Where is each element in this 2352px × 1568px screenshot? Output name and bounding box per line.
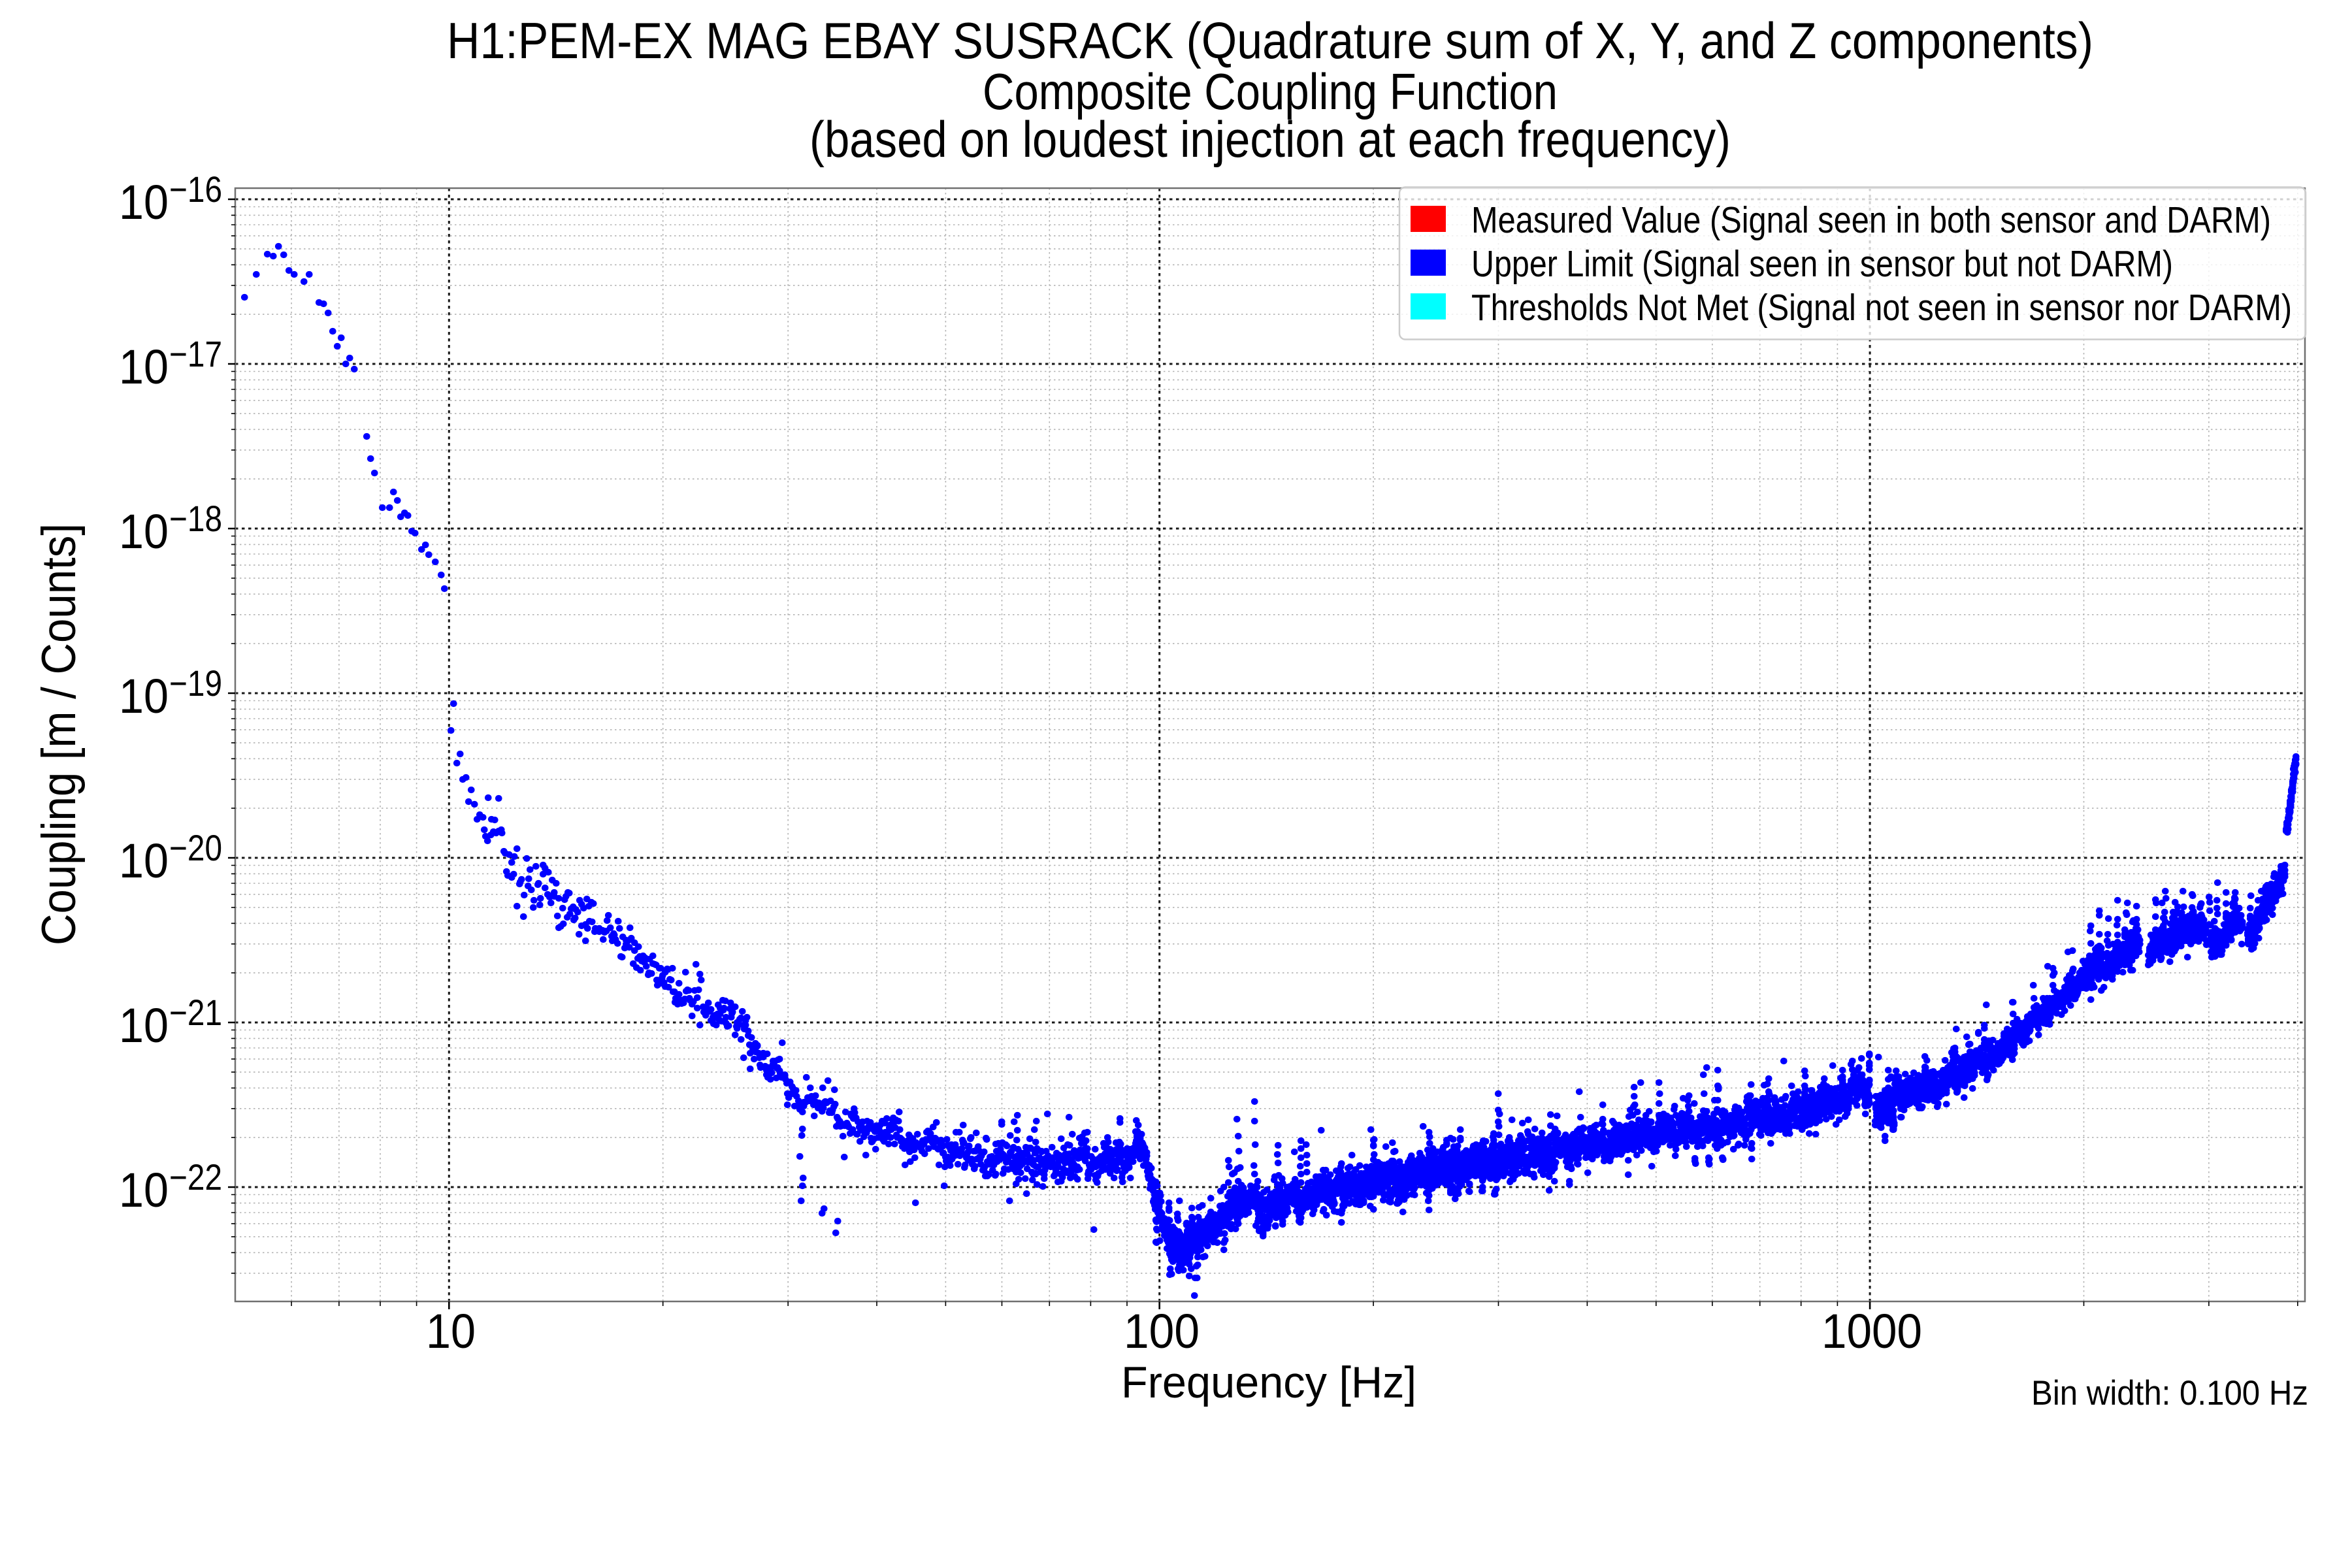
svg-text:1000: 1000	[1821, 1304, 1922, 1358]
svg-text:−19: −19	[169, 662, 222, 704]
svg-text:100: 100	[1124, 1304, 1200, 1358]
svg-text:Upper Limit (Signal seen in se: Upper Limit (Signal seen in sensor but n…	[1471, 243, 2173, 285]
svg-text:Composite Coupling Function: Composite Coupling Function	[983, 63, 1558, 120]
svg-text:10: 10	[119, 175, 169, 229]
svg-text:Coupling [m / Counts]: Coupling [m / Counts]	[33, 523, 86, 945]
svg-text:10: 10	[119, 998, 169, 1053]
svg-text:−18: −18	[169, 498, 222, 539]
svg-text:H1:PEM-EX MAG EBAY SUSRACK (Qu: H1:PEM-EX MAG EBAY SUSRACK (Quadrature s…	[447, 12, 2093, 69]
svg-text:10: 10	[119, 340, 169, 394]
svg-text:−22: −22	[169, 1156, 222, 1198]
svg-text:−20: −20	[169, 827, 222, 868]
svg-text:−21: −21	[169, 992, 222, 1033]
svg-text:Thresholds Not Met (Signal not: Thresholds Not Met (Signal not seen in s…	[1471, 287, 2292, 329]
svg-text:Bin width: 0.100 Hz: Bin width: 0.100 Hz	[2031, 1374, 2308, 1413]
svg-text:10: 10	[119, 1163, 169, 1217]
svg-text:10: 10	[426, 1304, 476, 1358]
svg-text:(based on loudest injection at: (based on loudest injection at each freq…	[809, 110, 1731, 168]
svg-text:Frequency [Hz]: Frequency [Hz]	[1121, 1358, 1416, 1407]
svg-text:−17: −17	[169, 333, 222, 374]
svg-text:10: 10	[119, 504, 169, 559]
svg-text:10: 10	[119, 834, 169, 888]
svg-text:Measured Value (Signal seen in: Measured Value (Signal seen in both sens…	[1471, 199, 2271, 241]
svg-text:10: 10	[119, 669, 169, 723]
svg-text:−16: −16	[169, 169, 222, 210]
